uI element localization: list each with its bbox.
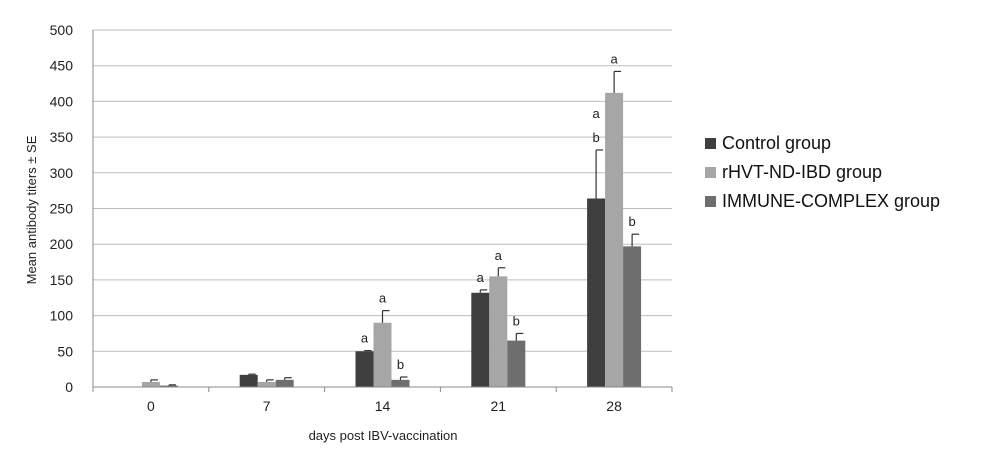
bar: [507, 340, 526, 387]
y-tick-label: 150: [50, 272, 74, 288]
significance-label: a: [610, 51, 618, 66]
y-tick-label: 500: [50, 22, 74, 38]
significance-label: b: [628, 214, 635, 229]
bar: [257, 382, 276, 387]
x-tick-label: 0: [147, 398, 155, 414]
significance-label: a: [477, 270, 485, 285]
y-tick-label: 250: [50, 201, 74, 217]
x-tick-label: 14: [375, 398, 391, 414]
y-tick-label: 300: [50, 165, 74, 181]
legend-label: rHVT-ND-IBD group: [722, 162, 882, 182]
bar: [623, 246, 642, 387]
y-axis-title: Mean antibody titers ± SE: [24, 135, 39, 284]
bar: [373, 322, 392, 387]
legend-swatch: [705, 167, 716, 178]
x-axis-title: days post IBV-vaccination: [309, 428, 458, 443]
y-tick-label: 0: [65, 379, 73, 395]
legend-label: Control group: [722, 133, 831, 153]
axes: 0 50 100 150 200 250 300 350 400 450 500 0 7 14 21 28: [50, 22, 673, 414]
significance-label: a: [379, 291, 387, 306]
bar: [159, 385, 178, 387]
significance-label: b: [397, 357, 404, 372]
significance-label: b: [592, 130, 599, 145]
significance-label: b: [513, 313, 520, 328]
x-tick-label: 28: [606, 398, 622, 414]
bar: [391, 379, 410, 387]
significance-label: a: [592, 106, 600, 121]
y-tick-label: 50: [57, 343, 73, 359]
y-tick-label: 450: [50, 58, 74, 74]
bar: [489, 276, 508, 387]
bar: [355, 351, 374, 387]
y-tick-label: 100: [50, 308, 74, 324]
legend: Control group rHVT-ND-IBD group IMMUNE-COM…: [705, 133, 940, 211]
bar: [239, 374, 258, 387]
legend-swatch: [705, 138, 716, 149]
bar: [587, 198, 606, 387]
x-tick-label: 21: [491, 398, 507, 414]
x-tick-label: 7: [263, 398, 271, 414]
significance-label: a: [495, 248, 503, 263]
legend-label: IMMUNE-COMPLEX group: [722, 191, 940, 211]
y-tick-label: 350: [50, 129, 74, 145]
y-tick-label: 400: [50, 93, 74, 109]
y-tick-label: 200: [50, 236, 74, 252]
bar: [471, 292, 490, 387]
legend-swatch: [705, 196, 716, 207]
bar: [605, 92, 624, 387]
bar: [275, 379, 294, 387]
significance-label: a: [361, 331, 369, 346]
bar: [141, 382, 160, 387]
gridlines: [93, 29, 672, 352]
